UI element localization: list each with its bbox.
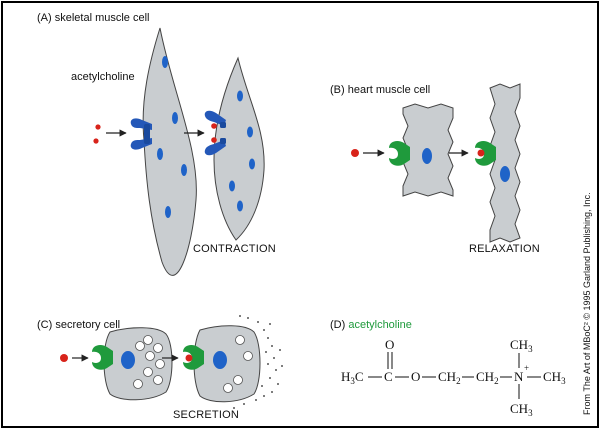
caption-relaxation: RELAXATION (469, 243, 540, 255)
nucleus (229, 180, 235, 192)
nucleus (213, 351, 227, 369)
carbonyl-carbon: C (384, 369, 393, 384)
nucleus (162, 56, 168, 68)
panel-d-title-prefix: (D) (330, 319, 348, 331)
nucleus (181, 164, 187, 176)
bound-ligand (211, 123, 217, 129)
nucleus (237, 90, 243, 102)
secretory-vesicles (223, 335, 253, 393)
secreted-particles (233, 315, 283, 409)
methyl-top: CH3 (510, 337, 533, 354)
skeletal-muscle-cell (142, 27, 197, 276)
nucleus (237, 200, 243, 212)
panel-c: (C) secretory cell (37, 315, 283, 421)
methyl-right: CH3 (543, 369, 566, 386)
receptor-green-bound (183, 344, 204, 370)
receptor-channel-open (204, 110, 226, 156)
nucleus (165, 206, 171, 218)
ligand-dot (95, 124, 101, 130)
receptor-channel-closed (130, 118, 152, 150)
secretory-vesicles (133, 335, 165, 389)
relaxed-heart-cell (489, 83, 521, 243)
receptor-green (92, 344, 113, 370)
ligand-dot (351, 149, 359, 157)
nucleus (247, 126, 253, 138)
caption-secretion: SECRETION (173, 409, 239, 421)
nucleus (172, 112, 178, 124)
bound-ligand (185, 354, 193, 362)
methylene-a: CH2 (438, 369, 461, 386)
bound-ligand (211, 137, 217, 143)
receptor-green (389, 140, 410, 166)
panel-b: (B) heart muscle cell RELAXATION (330, 83, 540, 255)
methyl-bottom: CH3 (510, 401, 533, 418)
panel-b-title: (B) heart muscle cell (330, 84, 430, 96)
nucleus (500, 166, 510, 182)
panel-d: (D) acetylcholine H3C C O O CH2 CH2 N + … (330, 319, 566, 418)
panel-d-title: (D) acetylcholine (330, 319, 412, 331)
ester-oxygen: O (411, 369, 420, 384)
panel-d-title-name: acetylcholine (348, 319, 412, 331)
panel-c-title: (C) secretory cell (37, 319, 120, 331)
bound-ligand (477, 149, 485, 157)
carbonyl-oxygen: O (385, 337, 394, 352)
copyright-credit: From The Art of MBoC² © 1995 Garland Pub… (582, 192, 592, 415)
receptor-green-bound (475, 140, 496, 166)
nucleus (121, 351, 135, 369)
h3c-group: H3C (341, 369, 364, 386)
methylene-b: CH2 (476, 369, 499, 386)
ligand-dot (60, 354, 68, 362)
panel-a-title: (A) skeletal muscle cell (37, 12, 149, 24)
nitrogen: N (514, 369, 524, 384)
ligand-dot (93, 138, 99, 144)
caption-contraction: CONTRACTION (193, 243, 276, 255)
secreting-cell (193, 325, 261, 403)
nucleus (422, 148, 432, 164)
positive-charge: + (524, 363, 529, 373)
acetylcholine-label: acetylcholine (71, 71, 135, 83)
acetylcholine-structure: H3C C O O CH2 CH2 N + CH3 CH3 CH3 (341, 337, 566, 418)
nucleus (157, 148, 163, 160)
panel-a: (A) skeletal muscle cell acetylcholine (37, 12, 276, 276)
nucleus (249, 158, 255, 170)
